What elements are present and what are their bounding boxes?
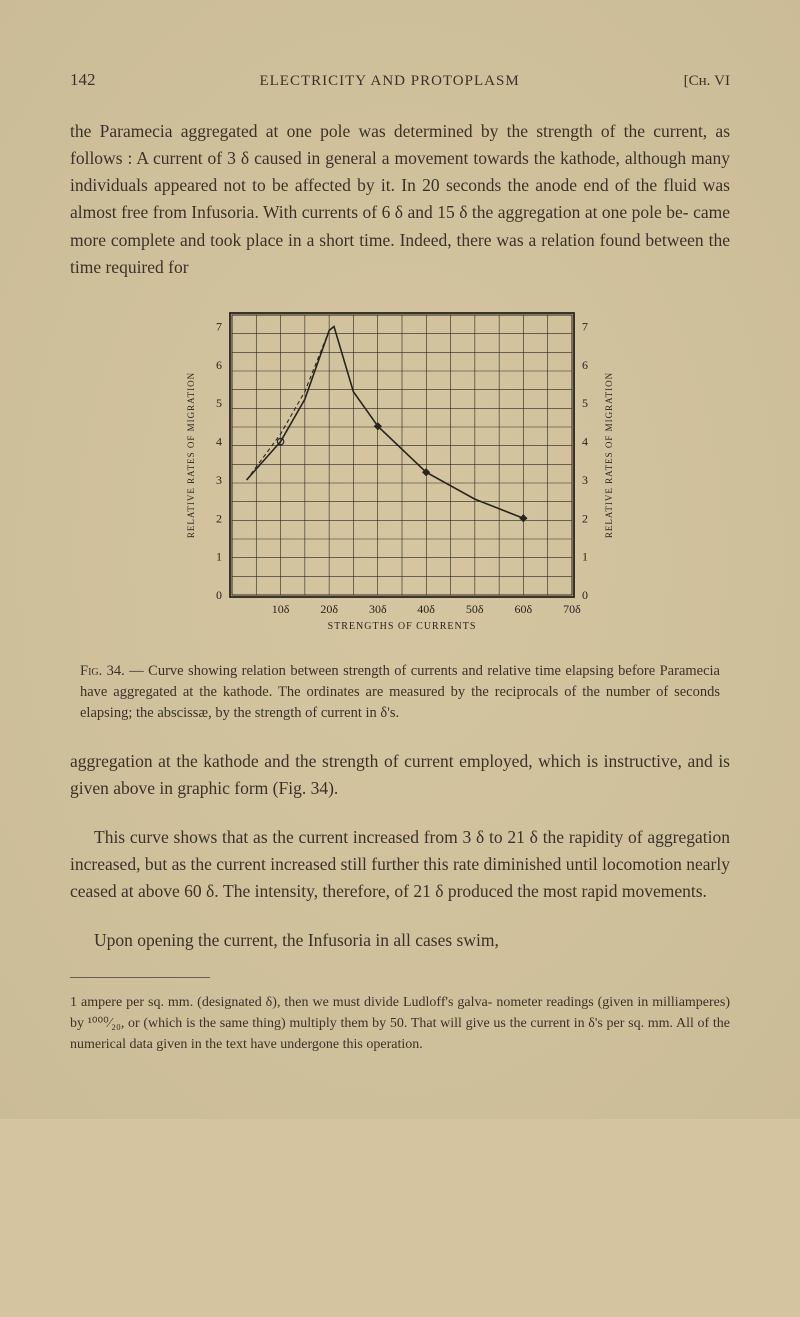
svg-text:7: 7: [582, 319, 588, 333]
svg-text:RELATIVE RATES OF MIGRATION: RELATIVE RATES OF MIGRATION: [604, 372, 614, 538]
paragraph-2: aggregation at the kathode and the stren…: [70, 748, 730, 802]
chapter-mark: [Cн. VI: [684, 73, 730, 90]
chart-svg: 0 0 1 1 2 2 3 3 4 4 5 5 6 6 7 7 10δ 20δ 30δ 40δ 50δ 60δ 70δ STR…: [170, 303, 630, 643]
figure-34: 0 0 1 1 2 2 3 3 4 4 5 5 6 6 7 7 10δ 20δ 30δ 40δ 50δ 60δ 70δ STR…: [70, 303, 730, 643]
caption-body: — Curve showing relation between strengt…: [80, 663, 720, 721]
svg-text:50δ: 50δ: [466, 602, 484, 616]
svg-text:5: 5: [216, 396, 222, 410]
figure-caption: Fig. 34. — Curve showing relation betwee…: [80, 661, 720, 724]
svg-text:10δ: 10δ: [272, 602, 290, 616]
svg-text:RELATIVE RATES OF MIGRATION: RELATIVE RATES OF MIGRATION: [186, 372, 196, 538]
footnote-1: 1 ampere per sq. mm. (designated δ), the…: [70, 992, 730, 1055]
svg-text:30δ: 30δ: [369, 602, 387, 616]
svg-text:3: 3: [216, 473, 222, 487]
svg-text:70δ: 70δ: [563, 602, 581, 616]
svg-text:4: 4: [582, 434, 588, 448]
svg-text:40δ: 40δ: [417, 602, 435, 616]
running-title: ELECTRICITY AND PROTOPLASM: [259, 73, 519, 90]
svg-text:1: 1: [582, 549, 588, 563]
svg-text:3: 3: [582, 473, 588, 487]
svg-text:0: 0: [216, 588, 222, 602]
svg-text:6: 6: [216, 358, 222, 372]
paragraph-4: Upon opening the current, the Infusoria …: [70, 927, 730, 954]
caption-lead: Fig. 34.: [80, 663, 125, 679]
svg-text:0: 0: [582, 588, 588, 602]
page-header: 142 ELECTRICITY AND PROTOPLASM [Cн. VI: [70, 70, 730, 90]
svg-text:2: 2: [582, 511, 588, 525]
svg-text:STRENGTHS OF CURRENTS: STRENGTHS OF CURRENTS: [328, 621, 477, 632]
svg-text:2: 2: [216, 511, 222, 525]
svg-text:5: 5: [582, 396, 588, 410]
svg-text:60δ: 60δ: [515, 602, 533, 616]
svg-text:20δ: 20δ: [320, 602, 338, 616]
page: 142 ELECTRICITY AND PROTOPLASM [Cн. VI t…: [0, 0, 800, 1119]
paragraph-1: the Paramecia aggregated at one pole was…: [70, 118, 730, 281]
footnote-rule: [70, 977, 210, 978]
svg-text:4: 4: [216, 434, 222, 448]
svg-text:7: 7: [216, 319, 222, 333]
svg-text:1: 1: [216, 549, 222, 563]
page-number: 142: [70, 70, 96, 90]
paragraph-3: This curve shows that as the current inc…: [70, 824, 730, 905]
svg-text:6: 6: [582, 358, 588, 372]
